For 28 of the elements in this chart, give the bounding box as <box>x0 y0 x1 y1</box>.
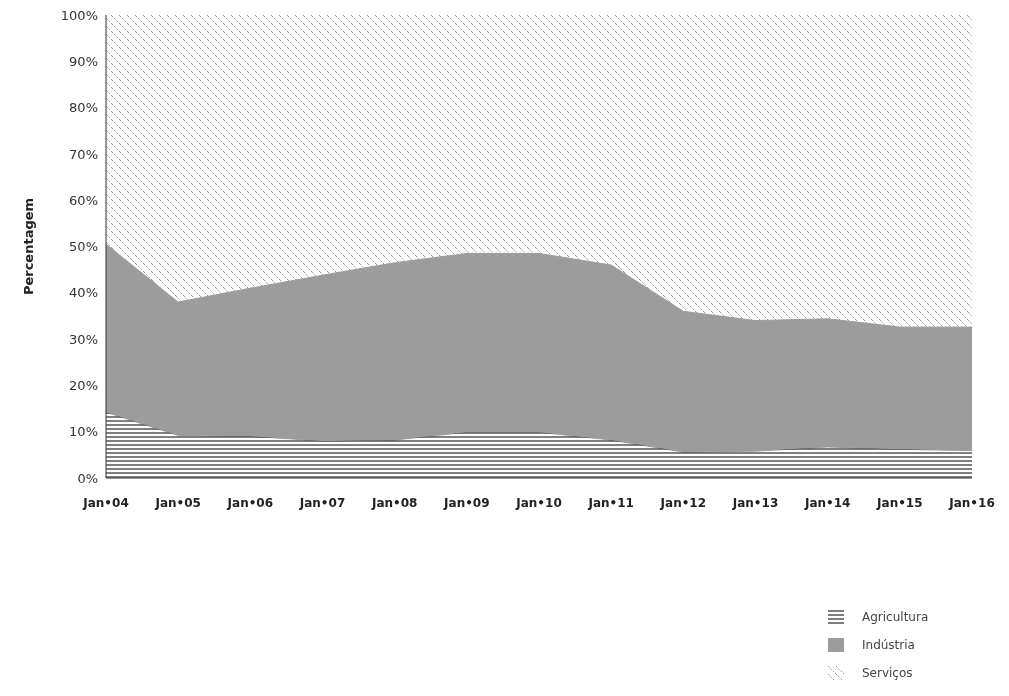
x-tick-label: Jan•08 <box>370 495 418 510</box>
x-tick-label: Jan•04 <box>82 495 129 510</box>
y-axis-title: Percentagem <box>20 197 36 296</box>
legend-label: Serviços <box>862 666 913 680</box>
y-tick-label: 40% <box>69 285 98 301</box>
x-tick-label: Jan•07 <box>298 495 346 510</box>
y-tick-label: 80% <box>69 100 98 116</box>
x-tick-label: Jan•11 <box>587 495 634 510</box>
x-tick-label: Jan•10 <box>515 495 562 510</box>
y-tick-label: 20% <box>69 378 98 394</box>
x-tick-label: Jan•09 <box>443 495 490 510</box>
x-tick-label: Jan•13 <box>731 495 779 510</box>
y-tick-label: 30% <box>69 331 98 347</box>
x-tick-label: Jan•15 <box>876 495 923 510</box>
legend-label: Agricultura <box>862 610 929 624</box>
x-tick-label: Jan•06 <box>226 495 274 510</box>
y-tick-label: 70% <box>69 146 98 162</box>
x-tick-label: Jan•05 <box>154 495 201 510</box>
y-tick-label: 10% <box>69 424 98 440</box>
y-tick-label: 50% <box>69 239 98 255</box>
y-tick-label: 90% <box>69 53 98 69</box>
x-tick-label: Jan•12 <box>659 495 707 510</box>
x-tick-label: Jan•16 <box>948 495 995 510</box>
x-tick-label: Jan•14 <box>803 495 851 510</box>
legend-label: Indústria <box>862 638 915 652</box>
y-tick-label: 0% <box>77 470 98 486</box>
y-tick-label: 100% <box>60 7 98 23</box>
y-tick-label: 60% <box>69 192 98 208</box>
